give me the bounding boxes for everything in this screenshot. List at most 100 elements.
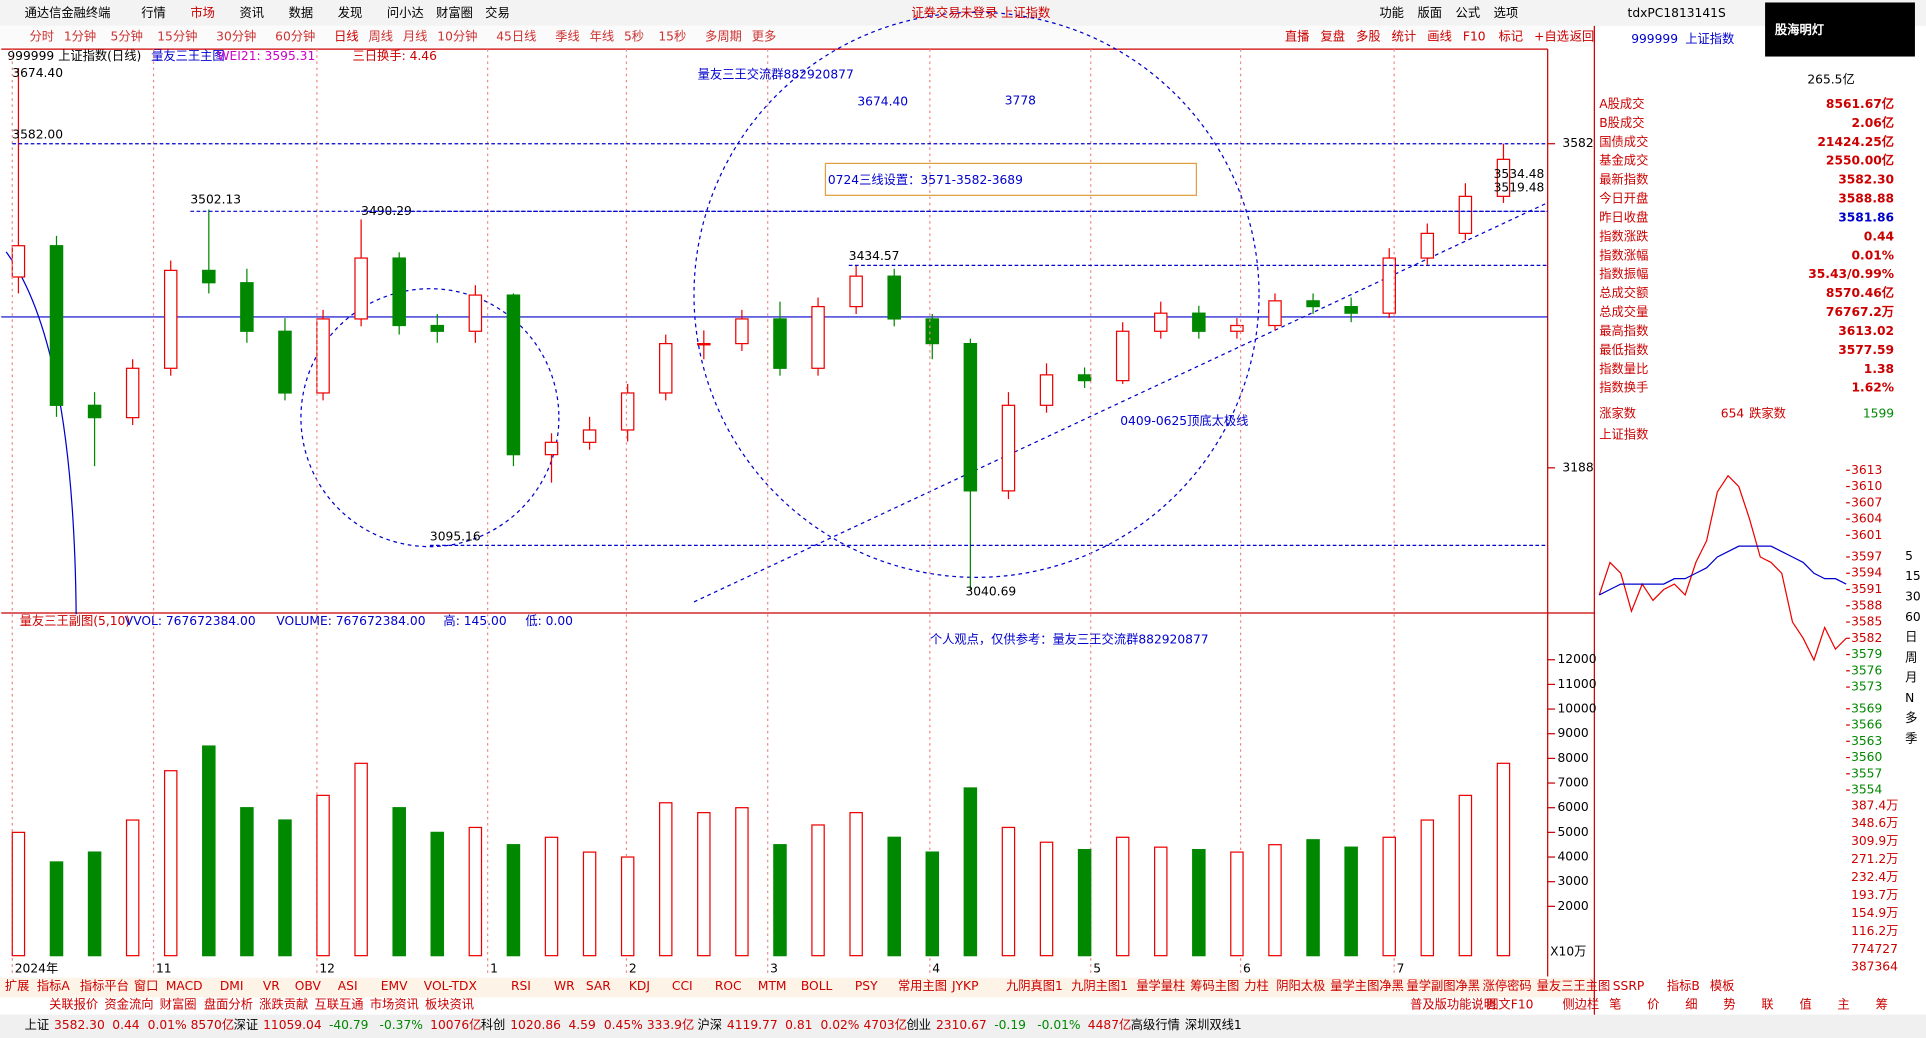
candle-body — [11, 245, 26, 278]
indicator-tab[interactable]: 扩展 — [5, 979, 30, 993]
side-button[interactable]: 5 — [1905, 549, 1913, 563]
indicator-tab[interactable]: RSI — [511, 979, 531, 993]
indicator-tab[interactable]: 指标平台 — [80, 978, 129, 993]
candle-body — [544, 441, 559, 456]
indicator-tab[interactable]: 量学量柱 — [1136, 978, 1185, 993]
y-tick-label: 3597 — [1851, 549, 1882, 563]
tool-button: 画线 — [1427, 29, 1452, 43]
indicator-tab[interactable]: MACD — [166, 979, 203, 993]
side-button[interactable]: 60 — [1905, 610, 1921, 624]
indicator-tab[interactable]: 力柱 — [1244, 978, 1269, 993]
menu-item[interactable]: 资讯 — [240, 6, 265, 20]
indicator-tab[interactable]: VR — [263, 979, 280, 993]
indicator-tab[interactable]: 指标B — [1667, 978, 1700, 993]
status-item: 3582.30 — [54, 1018, 105, 1032]
volume-bar — [811, 824, 825, 957]
menu-item[interactable]: 发现 — [338, 5, 363, 20]
indicator-tab[interactable]: WR — [554, 979, 575, 993]
candle-body — [1344, 305, 1358, 314]
indicator-tab[interactable]: 九阴真图1 — [1006, 979, 1063, 993]
side-button[interactable]: 30 — [1905, 589, 1921, 603]
indicator-tab[interactable]: JYKP — [951, 979, 979, 993]
period-bar — [0, 25, 1595, 47]
panel-tab[interactable]: 笔 — [1609, 996, 1621, 1011]
indicator-tab[interactable]: BOLL — [801, 979, 833, 993]
menu-item[interactable]: 交易 — [485, 5, 510, 20]
indicator-tab[interactable]: 阴阳太极 — [1276, 978, 1325, 993]
indicator-tab[interactable]: VOL-TDX — [424, 979, 478, 993]
quote-value: 3613.02 — [1838, 324, 1894, 338]
indicator-tab[interactable]: 量学副图净黑 — [1406, 978, 1480, 993]
indicator-tab[interactable]: 常用主图 — [898, 979, 947, 993]
panel-tab[interactable]: 值 — [1799, 996, 1811, 1011]
menu-item[interactable]: 问小达 — [387, 6, 424, 20]
indicator-tab[interactable]: DMI — [220, 979, 244, 993]
annotation: 3040.69 — [965, 585, 1016, 599]
sub-tab[interactable]: 板块资讯 — [425, 997, 474, 1011]
menu-item[interactable]: 市场 — [190, 5, 215, 20]
side-button[interactable]: 日 — [1905, 630, 1917, 644]
sub-tab[interactable]: 涨跌贡献 — [259, 996, 308, 1011]
annotation: 3674.40 — [857, 94, 908, 108]
volume-label: 116.2万 — [1851, 924, 1898, 938]
volume-bar — [1306, 839, 1320, 957]
y-tick-label: 3582 — [1562, 136, 1593, 150]
annotation: 0409-0625顶底太极线 — [1120, 413, 1248, 428]
indicator-tab[interactable]: 量友三王主图 — [1537, 979, 1611, 993]
panel-tab[interactable]: 联 — [1761, 997, 1773, 1011]
sub-tab[interactable]: 盘面分析 — [204, 996, 253, 1011]
candle-body — [658, 342, 673, 394]
status-item: 0.81 — [785, 1018, 812, 1032]
indicator-tab[interactable]: 九阴主图1 — [1071, 979, 1128, 993]
panel-tab[interactable]: 主 — [1838, 997, 1850, 1011]
status-item: 高级行情 — [1131, 1017, 1180, 1032]
sub-tab[interactable]: 关联报价 — [49, 996, 98, 1011]
indicator-tab[interactable]: KDJ — [629, 979, 650, 993]
indicator-tab[interactable]: 涨停密码 — [1483, 978, 1532, 993]
indicator-tab[interactable]: SAR — [586, 979, 611, 993]
side-button[interactable]: 15 — [1905, 569, 1921, 583]
period-tab: 15秒 — [658, 29, 686, 43]
y-tick-label: 3594 — [1851, 566, 1882, 580]
side-button[interactable]: 周 — [1905, 650, 1917, 664]
indicator-tab[interactable]: OBV — [295, 979, 322, 993]
candle-body — [887, 275, 901, 320]
menu-item[interactable]: 财富圈 — [436, 5, 473, 20]
volume-bar — [1001, 826, 1016, 957]
indicator-tab[interactable]: SSRP — [1613, 979, 1645, 993]
y-tick-label: 8000 — [1558, 751, 1589, 765]
quote-value: 3577.59 — [1838, 343, 1894, 357]
sub-tab[interactable]: 互联互通 — [314, 997, 363, 1011]
indicator-tab[interactable]: ASI — [338, 979, 358, 993]
indicator-tab[interactable]: 量学主图净黑 — [1330, 978, 1404, 993]
indicator-tab[interactable]: ROC — [715, 979, 742, 993]
sub-tab[interactable]: 财富圈 — [160, 996, 197, 1011]
annotation: 3674.40 — [12, 66, 63, 80]
panel-tab[interactable]: 势 — [1723, 997, 1735, 1011]
y-tick-label: 3585 — [1851, 615, 1882, 629]
side-button[interactable]: 月 — [1905, 671, 1917, 685]
indicator-tab[interactable]: 指标A — [37, 978, 71, 993]
menu-item[interactable]: 行情 — [141, 6, 166, 20]
intraday-title: 上证指数 — [1599, 426, 1648, 441]
chart-header: 三日换手: 4.46 — [353, 49, 438, 63]
panel-tab[interactable]: 价 — [1647, 997, 1659, 1011]
side-button[interactable]: 多 — [1905, 711, 1917, 725]
candle-body — [430, 324, 445, 332]
side-button[interactable]: N — [1905, 691, 1914, 705]
status-item: -40.79 — [329, 1018, 369, 1032]
indicator-tab[interactable]: MTM — [758, 979, 787, 993]
side-button[interactable]: 季 — [1905, 731, 1917, 745]
indicator-tab[interactable]: EMV — [381, 979, 408, 993]
indicator-tab[interactable]: CCI — [672, 979, 693, 993]
indicator-tab[interactable]: PSY — [855, 979, 878, 993]
panel-tab[interactable]: 筹 — [1876, 997, 1888, 1011]
sub-tab[interactable]: 市场资讯 — [370, 996, 419, 1011]
indicator-tab[interactable]: 模板 — [1710, 979, 1735, 993]
sub-tab[interactable]: 资金流向 — [104, 996, 153, 1011]
indicator-tab[interactable]: 筹码主图 — [1190, 979, 1239, 993]
panel-tab[interactable]: 细 — [1685, 997, 1697, 1011]
indicator-tab[interactable]: 窗口 — [134, 979, 159, 993]
y-tick-label: 3557 — [1851, 766, 1882, 780]
menu-item[interactable]: 数据 — [289, 5, 314, 20]
